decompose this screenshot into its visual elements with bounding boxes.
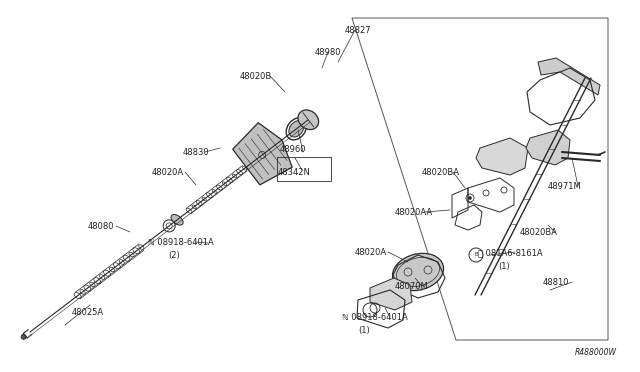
- Text: (2): (2): [168, 251, 180, 260]
- Circle shape: [468, 196, 472, 199]
- Polygon shape: [370, 278, 412, 310]
- Text: 48020BA: 48020BA: [422, 168, 460, 177]
- Ellipse shape: [298, 110, 319, 129]
- Text: (1): (1): [498, 262, 509, 271]
- Ellipse shape: [289, 121, 304, 137]
- Text: 48020A: 48020A: [152, 168, 184, 177]
- Text: 48810: 48810: [543, 278, 570, 287]
- Text: ℕ 08918-6401A: ℕ 08918-6401A: [342, 313, 408, 322]
- Text: R488000W: R488000W: [575, 348, 617, 357]
- Text: 48342N: 48342N: [278, 168, 311, 177]
- Polygon shape: [538, 58, 600, 95]
- Text: 48020B: 48020B: [240, 72, 272, 81]
- Polygon shape: [476, 138, 528, 175]
- Text: 48960: 48960: [280, 145, 307, 154]
- Text: 48080: 48080: [88, 222, 115, 231]
- Polygon shape: [526, 130, 570, 165]
- Text: (1): (1): [358, 326, 370, 335]
- Text: 48070M: 48070M: [395, 282, 429, 291]
- Circle shape: [21, 334, 26, 339]
- Text: 48971M: 48971M: [548, 182, 582, 191]
- Polygon shape: [233, 123, 292, 185]
- Ellipse shape: [171, 215, 183, 225]
- Text: 48980: 48980: [315, 48, 342, 57]
- Ellipse shape: [392, 253, 444, 291]
- Text: Ⓑ 081A6-8161A: Ⓑ 081A6-8161A: [478, 248, 543, 257]
- Text: 48020AA: 48020AA: [395, 208, 433, 217]
- Text: 48020BA: 48020BA: [520, 228, 558, 237]
- Text: B: B: [474, 253, 478, 257]
- Text: 48830: 48830: [183, 148, 210, 157]
- Text: 48827: 48827: [345, 26, 372, 35]
- Text: 48020A: 48020A: [355, 248, 387, 257]
- Text: 48025A: 48025A: [72, 308, 104, 317]
- Text: ℕ 08918-6401A: ℕ 08918-6401A: [148, 238, 214, 247]
